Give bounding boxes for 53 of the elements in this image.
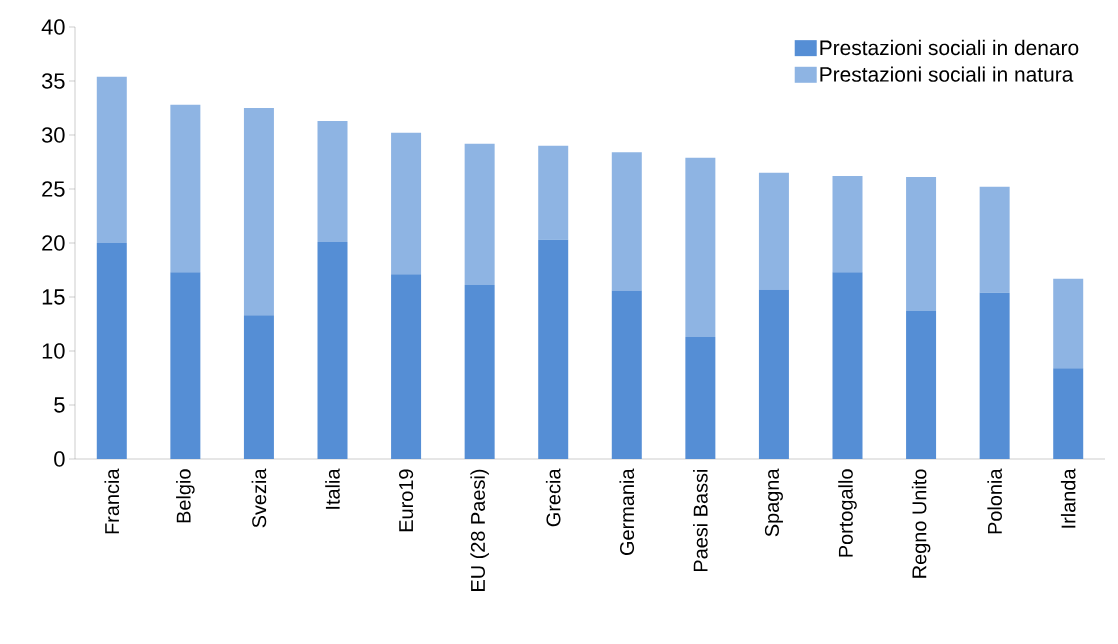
bar: [1053, 278, 1084, 369]
bar: [317, 241, 348, 459]
bar: [758, 289, 789, 459]
bar: [538, 239, 569, 459]
y-tick-label: 0: [54, 451, 65, 467]
y-tick-label: 10: [42, 343, 65, 359]
x-tick-label: Francia: [104, 468, 120, 534]
bar: [96, 243, 127, 459]
bar: [170, 272, 201, 459]
bar: [391, 274, 422, 459]
bar: [538, 145, 569, 240]
bar: [170, 104, 201, 273]
bar: [391, 132, 422, 275]
x-tick-label: Euro19: [399, 469, 414, 532]
y-tick-label: 40: [41, 19, 65, 35]
x-tick-label: Germania: [619, 468, 635, 556]
x-tick-label: EU (28 Paesi): [470, 469, 489, 591]
bar: [979, 186, 1010, 293]
bar: [758, 172, 789, 290]
bar: [611, 290, 642, 459]
y-tick-label: 25: [42, 181, 65, 197]
bar: [611, 152, 642, 291]
bar: [832, 176, 863, 273]
bar: [832, 272, 863, 459]
bar: [243, 315, 274, 459]
y-tick-label: 15: [42, 289, 65, 305]
bar: [317, 120, 348, 242]
bar: [685, 336, 716, 459]
y-tick-label: 35: [41, 73, 65, 89]
bar: [464, 143, 495, 286]
bar: [464, 285, 495, 459]
x-tick-label: Svezia: [251, 468, 267, 528]
x-tick-label: Portogallo: [838, 469, 857, 557]
x-tick-label: Regno Unito: [911, 469, 931, 578]
x-tick-label: Irlanda: [1060, 468, 1076, 528]
legend-label: Prestazioni sociali in denaro: [820, 39, 1079, 56]
y-tick-label: 20: [42, 235, 65, 251]
bar: [96, 76, 127, 243]
y-tick-label: 5: [54, 397, 65, 413]
x-tick-label: Grecia: [545, 468, 561, 527]
x-tick-label: Belgio: [176, 469, 195, 523]
bar: [906, 177, 937, 312]
x-tick-label: Polonia: [987, 468, 1002, 534]
x-tick-label: Italia: [325, 468, 340, 509]
bar: [685, 157, 716, 337]
bar: [979, 292, 1010, 459]
bar: [1053, 368, 1084, 459]
x-tick-label: Paesi Bassi: [693, 469, 708, 571]
bar: [243, 108, 274, 316]
bar: [906, 311, 937, 459]
x-tick-label: Spagna: [764, 468, 783, 537]
legend-label: Prestazioni sociali in natura: [820, 66, 1074, 82]
y-tick-label: 30: [41, 127, 65, 143]
